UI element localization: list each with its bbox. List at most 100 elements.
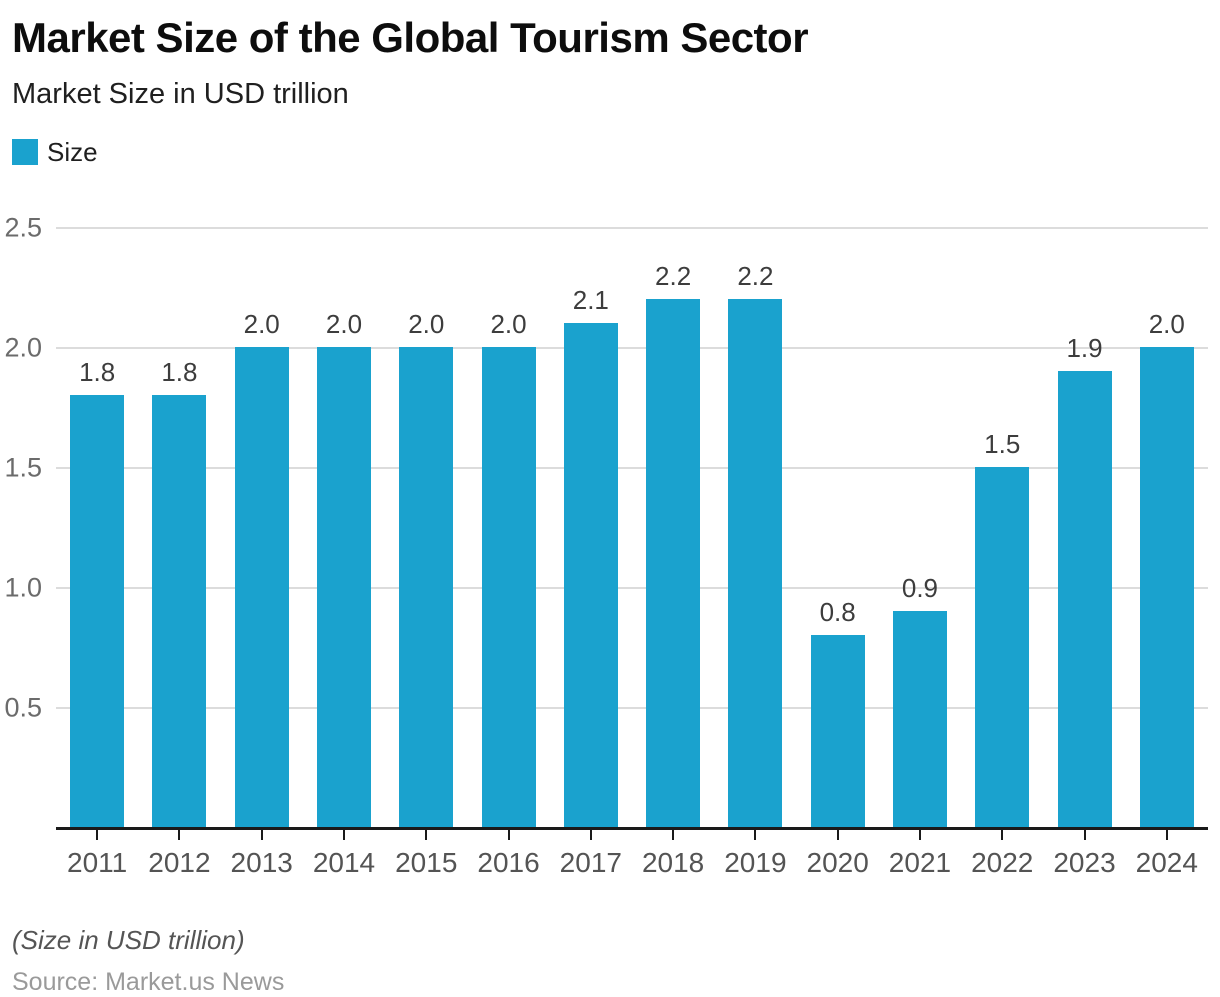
- legend-label: Size: [47, 136, 98, 167]
- x-axis-tick-label: 2015: [395, 847, 458, 879]
- bar-value-label: 2.2: [655, 261, 692, 292]
- x-axis-tick-label: 2018: [641, 847, 705, 879]
- bar-group: 2.1: [550, 227, 632, 828]
- plot-area: 0.5 1.0 1.5 2.0 2.5 1.8 1.8 2.0 2.0 2.0 …: [4, 213, 1208, 831]
- x-axis-category: 2021: [879, 830, 961, 879]
- bar: [975, 467, 1030, 828]
- x-axis-tick: [589, 830, 592, 841]
- x-axis-tick: [1083, 830, 1086, 841]
- bar-group: 2.0: [385, 227, 467, 828]
- bar-chart: 0.5 1.0 1.5 2.0 2.5 1.8 1.8 2.0 2.0 2.0 …: [4, 213, 1208, 879]
- gridline: [56, 707, 1208, 710]
- x-axis-category: 2023: [1043, 830, 1125, 879]
- bar: [399, 347, 454, 828]
- bar-group: 2.2: [714, 227, 796, 828]
- bar: [70, 395, 125, 828]
- chart-subtitle: Market Size in USD trillion: [12, 78, 349, 111]
- x-axis-category: 2024: [1126, 830, 1208, 879]
- legend: Size: [12, 137, 1208, 171]
- x-axis-category: 2011: [56, 830, 138, 879]
- x-axis-tick: [672, 830, 675, 841]
- x-axis-tick: [754, 830, 757, 841]
- x-axis-tick: [178, 830, 181, 841]
- bar: [810, 635, 865, 828]
- x-axis-category: 2019: [714, 830, 796, 879]
- bar-value-label: 2.0: [325, 309, 363, 340]
- x-axis-category: 2022: [961, 830, 1043, 879]
- x-axis-category: 2016: [467, 830, 549, 879]
- legend-swatch-icon: [12, 139, 38, 166]
- bar-group: 1.5: [961, 227, 1043, 828]
- bar: [1057, 371, 1112, 828]
- x-axis-tick-label: 2024: [1135, 847, 1198, 879]
- plot-bars: 1.8 1.8 2.0 2.0 2.0 2.0 2.1 2.2 2.2 0.8: [56, 227, 1208, 828]
- bar-value-label: 1.9: [1066, 333, 1103, 364]
- bar-group: 0.9: [879, 227, 961, 828]
- axis-unit-note: (Size in USD trillion): [12, 925, 245, 956]
- bar: [1139, 347, 1194, 828]
- gridline: [56, 467, 1208, 470]
- x-axis-tick-label: 2013: [230, 847, 293, 879]
- x-axis: 2011 2012 2013 2014 2015 2016 2017 2018 …: [56, 830, 1208, 879]
- bar-group: 1.8: [138, 227, 220, 828]
- bar-value-label: 2.0: [1148, 309, 1185, 340]
- bar-value-label: 1.8: [79, 357, 116, 388]
- x-axis-tick: [342, 830, 345, 841]
- bar-group: 2.0: [303, 227, 385, 828]
- x-axis-category: 2012: [138, 830, 220, 879]
- source-credit: Source: Market.us News: [12, 968, 285, 997]
- bar: [646, 299, 701, 828]
- bar-group: 2.0: [221, 227, 303, 828]
- gridline: [56, 227, 1208, 230]
- x-axis-tick-label: 2020: [806, 847, 869, 879]
- bar-group: 1.8: [56, 227, 138, 828]
- gridline: [56, 347, 1208, 350]
- x-axis-tick-label: 2021: [888, 847, 952, 879]
- x-axis-tick-label: 2012: [148, 847, 211, 879]
- y-axis-tick-label: 0.5: [4, 692, 42, 723]
- x-axis-tick-label: 2011: [67, 847, 128, 879]
- bar: [563, 323, 618, 828]
- bar-value-label: 0.8: [819, 597, 856, 628]
- bar-value-label: 0.9: [901, 573, 939, 604]
- x-axis-tick: [96, 830, 99, 841]
- x-axis-tick: [918, 830, 921, 841]
- x-axis-tick-label: 2014: [312, 847, 376, 879]
- bar: [234, 347, 289, 828]
- y-axis-tick-label: 2.0: [4, 332, 42, 363]
- x-axis-tick: [425, 830, 428, 841]
- x-axis-tick: [1001, 830, 1004, 841]
- x-axis-tick-label: 2022: [971, 847, 1034, 879]
- bar-value-label: 1.8: [161, 357, 198, 388]
- legend-item-size[interactable]: Size: [12, 137, 98, 168]
- x-axis-category: 2014: [303, 830, 385, 879]
- x-axis-tick: [1165, 830, 1168, 841]
- x-axis-tick-label: 2016: [477, 847, 540, 879]
- bar-group: 2.0: [1126, 227, 1208, 828]
- x-axis-category: 2017: [550, 830, 632, 879]
- x-axis-category: 2015: [385, 830, 467, 879]
- x-axis-tick-label: 2017: [559, 847, 622, 879]
- bar-value-label: 2.0: [243, 309, 280, 340]
- y-axis-tick-label: 1.0: [4, 572, 42, 603]
- bar: [316, 347, 371, 828]
- bar-value-label: 1.5: [984, 429, 1021, 460]
- bar-group: 1.9: [1043, 227, 1125, 828]
- bar: [481, 347, 536, 828]
- bar-group: 0.8: [797, 227, 879, 828]
- gridline: [56, 587, 1208, 590]
- chart-title: Market Size of the Global Tourism Sector: [12, 14, 809, 61]
- bar-group: 2.2: [632, 227, 714, 828]
- x-axis-tick: [507, 830, 510, 841]
- x-axis-category: 2020: [797, 830, 879, 879]
- bar-value-label: 2.2: [737, 261, 774, 292]
- x-axis-category: 2013: [221, 830, 303, 879]
- bar-value-label: 2.0: [408, 309, 445, 340]
- x-axis-tick: [260, 830, 263, 841]
- bar: [892, 611, 947, 828]
- y-axis-tick-label: 1.5: [4, 452, 42, 483]
- x-axis-tick-label: 2019: [724, 847, 787, 879]
- y-axis-tick-label: 2.5: [4, 212, 42, 243]
- bar-value-label: 2.1: [572, 285, 609, 316]
